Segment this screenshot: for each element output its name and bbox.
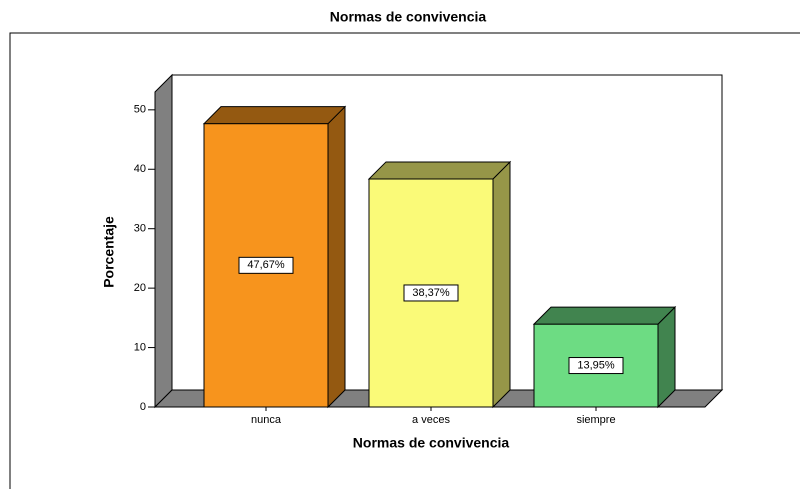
- y-tick-label: 10: [134, 341, 146, 353]
- y-tick-label: 50: [134, 104, 146, 116]
- bar-side: [327, 105, 346, 409]
- bar-top: [367, 161, 512, 180]
- value-label: 13,95%: [577, 359, 615, 371]
- x-tick-label: a veces: [412, 414, 450, 426]
- chart-title: Normas de convivencia: [330, 9, 487, 25]
- x-tick-label: siempre: [576, 414, 615, 426]
- y-tick-label: 30: [134, 223, 146, 235]
- x-tick-label: nunca: [251, 414, 282, 426]
- value-label-box: [403, 284, 459, 302]
- left-wall: [154, 73, 173, 409]
- bar-top: [532, 306, 677, 325]
- y-tick-label: 0: [140, 401, 146, 413]
- bar-side: [492, 160, 511, 409]
- value-label: 47,67%: [247, 259, 285, 271]
- x-axis-title: Normas de convivencia: [353, 435, 510, 451]
- y-tick-label: 40: [134, 163, 146, 175]
- y-axis-title: Porcentaje: [101, 216, 117, 288]
- value-label-box: [568, 357, 624, 375]
- value-label: 38,37%: [412, 287, 450, 299]
- value-label-box: [238, 256, 294, 274]
- bar-top: [202, 106, 347, 125]
- y-tick-label: 20: [134, 282, 146, 294]
